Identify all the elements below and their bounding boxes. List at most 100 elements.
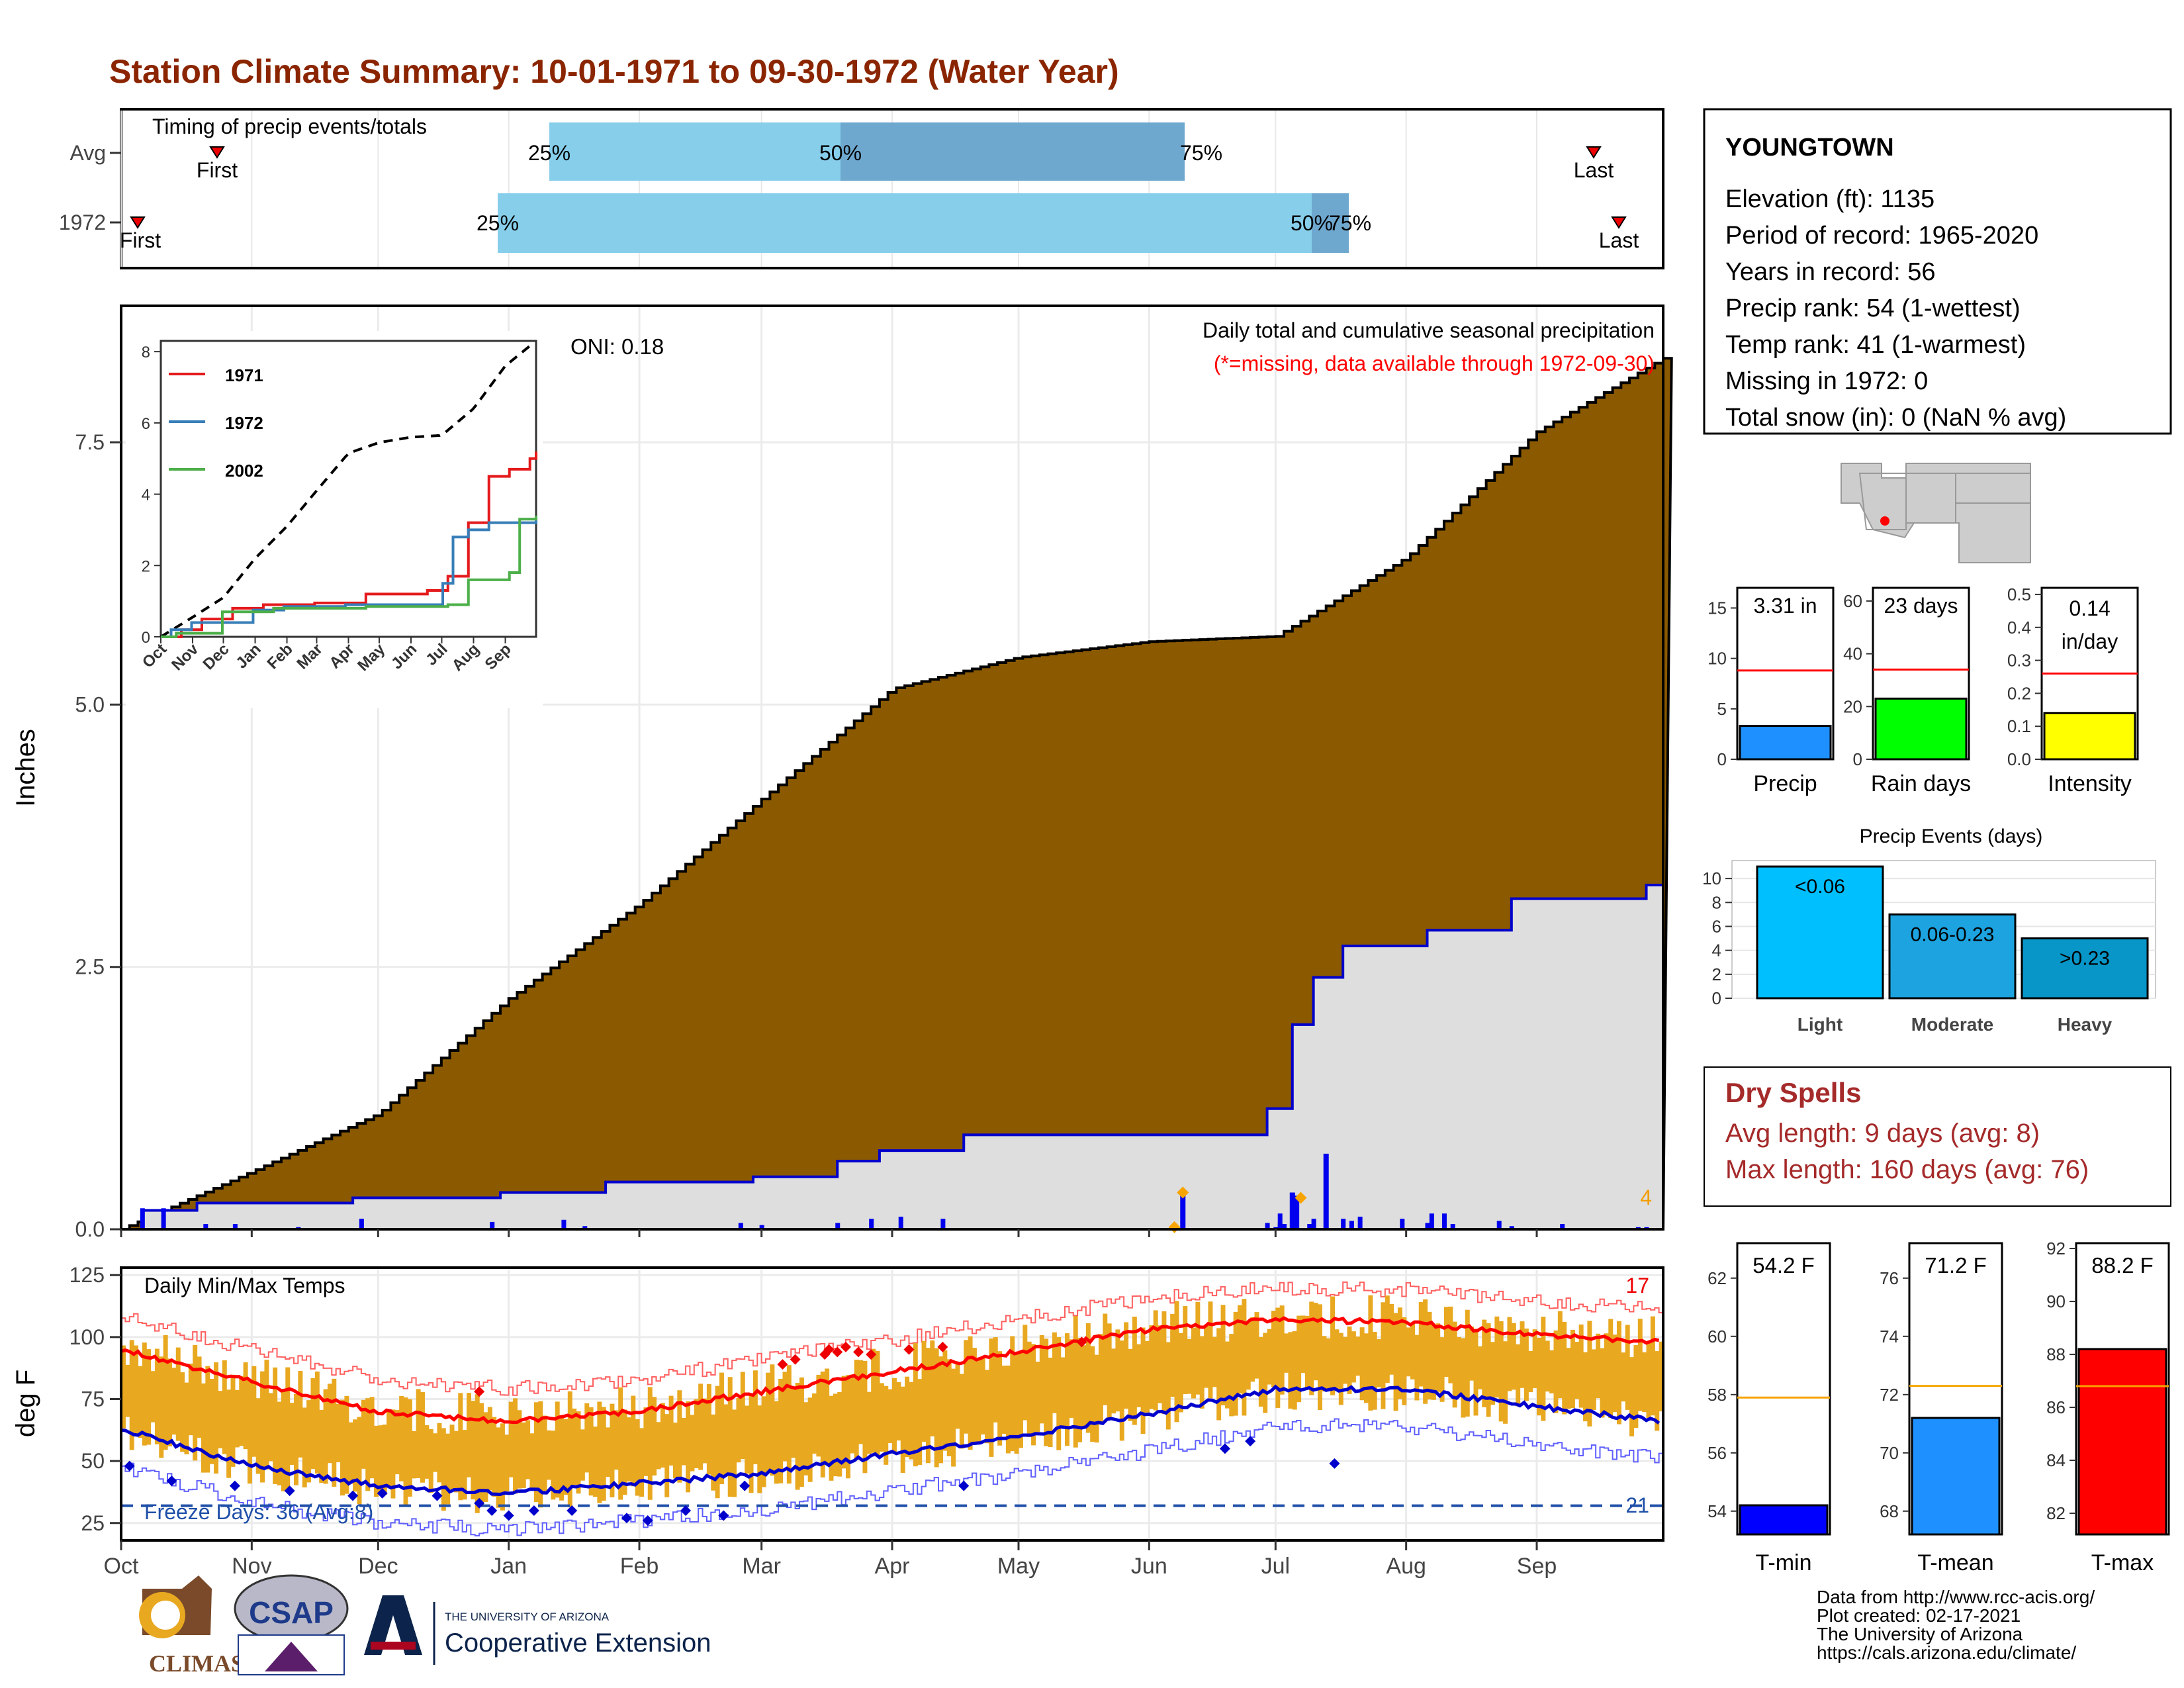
daily-precip-bar xyxy=(1282,1224,1287,1229)
temp-range-bar xyxy=(475,1394,480,1513)
timing-avg-first: First xyxy=(197,158,238,182)
temp-range-bar xyxy=(761,1396,766,1487)
temp-range-bar xyxy=(1406,1327,1411,1377)
timing-avg-bar-late xyxy=(841,122,1185,181)
precip-count-label: 4 xyxy=(1640,1186,1652,1209)
precip-panel-subtitle: (*=missing, data available through 1972-… xyxy=(1214,352,1655,375)
temp-range-bar xyxy=(1469,1326,1475,1381)
dry-spells-box: Dry Spells Avg length: 9 days (avg: 8) M… xyxy=(1704,1066,2171,1207)
temp-range-bar xyxy=(255,1398,261,1474)
temp-range-bar xyxy=(1065,1333,1069,1446)
temp-range-bar xyxy=(875,1350,880,1457)
temp-range-bar xyxy=(892,1378,897,1453)
temp-range-bar xyxy=(188,1363,193,1436)
temp-range-bar xyxy=(820,1371,825,1477)
temp-range-bar xyxy=(163,1335,168,1450)
mini-tick-label: 0.5 xyxy=(2007,585,2031,604)
temp-range-bar xyxy=(234,1389,240,1448)
temp-range-bar xyxy=(559,1417,565,1501)
temp-range-bar xyxy=(770,1364,775,1476)
temp-range-bar xyxy=(180,1372,185,1452)
temp-range-bar xyxy=(1005,1365,1011,1454)
temp-panel-title: Daily Min/Max Temps xyxy=(144,1274,345,1297)
events-tick-label: 4 xyxy=(1712,941,1721,961)
temp-range-bar xyxy=(1477,1346,1482,1389)
temp-range-bar xyxy=(437,1423,442,1483)
daily-precip-bar xyxy=(738,1223,743,1229)
record-low-marker xyxy=(284,1485,295,1497)
temp-range-bar xyxy=(622,1409,627,1495)
temp-range-bar xyxy=(803,1402,809,1476)
temp-range-bar xyxy=(791,1388,796,1458)
temp-range-bar xyxy=(277,1401,282,1485)
temp-range-bar xyxy=(264,1360,269,1470)
temp-range-bar xyxy=(745,1405,750,1474)
temp-range-bar xyxy=(1271,1311,1276,1387)
temp-range-bar xyxy=(1583,1352,1588,1422)
temp-range-bar xyxy=(774,1401,779,1484)
temp-range-bar xyxy=(310,1378,316,1470)
temp-range-bar xyxy=(1060,1357,1066,1426)
temp-range-bar xyxy=(306,1400,312,1483)
y-tick-label: 0.0 xyxy=(75,1217,105,1241)
temp-range-bar xyxy=(1486,1323,1491,1417)
ua-line2: Cooperative Extension xyxy=(445,1628,711,1658)
mini-tick-label: 0.1 xyxy=(2007,716,2031,736)
location-map xyxy=(1840,461,2032,564)
temp-range-bar xyxy=(1304,1315,1310,1389)
temp-range-bar xyxy=(1507,1317,1512,1391)
temp-range-bar xyxy=(1242,1299,1247,1416)
record-high-marker xyxy=(903,1344,915,1355)
temp-range-bar xyxy=(332,1378,337,1487)
temp-range-bar xyxy=(567,1391,572,1508)
temp-range-bar xyxy=(917,1379,923,1465)
temp-range-bar xyxy=(218,1391,223,1448)
temp-range-bar xyxy=(1132,1316,1137,1425)
temp-range-bar xyxy=(412,1430,417,1479)
record-low-marker xyxy=(474,1497,485,1509)
temp-range-bar xyxy=(1010,1336,1015,1452)
temp-range-bar xyxy=(951,1368,956,1467)
temp-range-bar xyxy=(1085,1323,1091,1433)
temp-chart-frame xyxy=(1736,1242,1831,1536)
temp-range-bar xyxy=(193,1344,198,1461)
temp-range-bar xyxy=(1031,1344,1036,1446)
record-precip-marker xyxy=(1177,1186,1189,1199)
temp-range-bar xyxy=(833,1393,838,1477)
temp-range-bar xyxy=(909,1382,914,1460)
temp-range-bar xyxy=(1596,1333,1601,1399)
station-info-line: Temp rank: 41 (1-warmest) xyxy=(1725,331,2026,359)
temp-range-bar xyxy=(433,1433,438,1472)
record-low-marker xyxy=(166,1476,177,1487)
temp-range-bar xyxy=(1111,1348,1116,1414)
mini-tick-label: 10 xyxy=(1707,649,1727,669)
temp-range-bar xyxy=(129,1340,134,1450)
temp-range-bar xyxy=(925,1348,931,1464)
temp-tick-label: 54 xyxy=(1707,1501,1727,1521)
temp-range-bar xyxy=(1178,1333,1183,1413)
temp-range-bar xyxy=(1389,1304,1394,1375)
temp-range-bar xyxy=(829,1395,834,1481)
temp-range-bar xyxy=(1317,1304,1322,1410)
temp-tick-label: 58 xyxy=(1707,1385,1727,1405)
temp-range-bar xyxy=(930,1340,935,1436)
temp-range-bar xyxy=(1418,1301,1424,1387)
temp-range-bar xyxy=(1385,1295,1390,1383)
daily-precip-bar xyxy=(232,1224,238,1229)
record-low-marker xyxy=(621,1513,632,1524)
temp-range-bar xyxy=(1381,1302,1386,1409)
temp-range-bar xyxy=(239,1376,244,1446)
temp-range-bar xyxy=(298,1370,303,1458)
temp-range-bar xyxy=(681,1417,686,1466)
temp-range-bar xyxy=(1014,1352,1019,1454)
temp-range-bar xyxy=(964,1340,969,1434)
events-title: Precip Events (days) xyxy=(1860,825,2043,847)
y-tick-label: 5.0 xyxy=(75,692,105,716)
temp-value-bar xyxy=(1739,1504,1829,1536)
temp-range-bar xyxy=(1355,1336,1361,1376)
temp-range-bar xyxy=(690,1415,695,1472)
temp-range-bar xyxy=(837,1391,842,1477)
temp-range-bar xyxy=(1119,1340,1124,1441)
temp-range-bar xyxy=(403,1397,408,1507)
temp-range-bar xyxy=(1191,1327,1196,1399)
